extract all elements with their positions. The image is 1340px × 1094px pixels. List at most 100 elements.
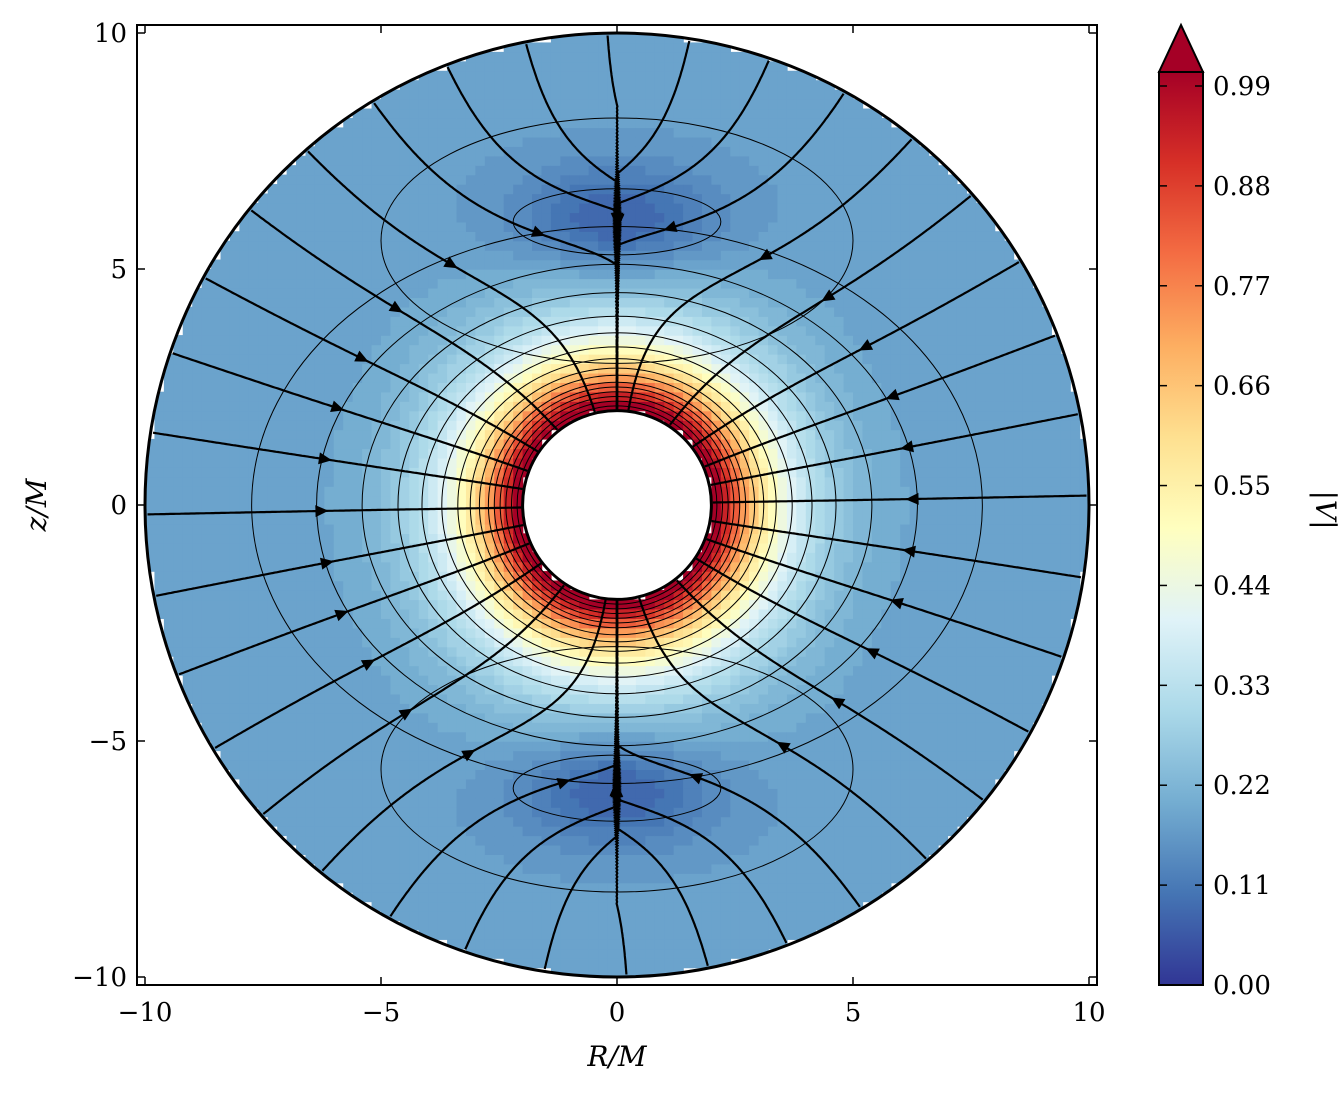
field-cell <box>494 344 505 355</box>
field-cell <box>163 476 175 487</box>
field-cell <box>428 542 439 553</box>
field-cell <box>494 457 505 468</box>
field-cell <box>305 240 316 251</box>
field-cell <box>494 155 505 166</box>
field-cell <box>645 184 656 195</box>
field-cell <box>701 731 713 742</box>
field-cell <box>182 372 193 383</box>
field-cell <box>541 212 552 223</box>
field-cell <box>314 410 326 421</box>
field-cell <box>522 542 533 553</box>
field-cell <box>569 929 580 940</box>
field-cell <box>739 920 750 931</box>
field-cell <box>314 589 326 601</box>
field-cell <box>692 80 703 91</box>
field-cell <box>267 788 278 799</box>
field-cell <box>381 269 392 280</box>
field-cell <box>730 892 741 903</box>
field-cell <box>607 731 618 742</box>
field-cell <box>447 429 458 440</box>
field-cell <box>692 825 703 837</box>
field-cell <box>522 788 533 799</box>
field-cell <box>409 750 420 761</box>
field-cell <box>550 221 562 232</box>
field-cell <box>607 61 618 72</box>
field-cell <box>560 693 571 704</box>
field-cell <box>494 99 505 110</box>
field-cell <box>484 438 495 450</box>
field-cell <box>258 259 269 270</box>
field-cell <box>720 618 731 629</box>
field-cell <box>409 372 420 383</box>
field-cell <box>569 155 580 166</box>
field-cell <box>701 873 713 884</box>
field-cell <box>522 825 533 837</box>
field-cell <box>626 929 637 940</box>
field-cell <box>437 363 448 374</box>
field-cell <box>560 335 571 346</box>
field-cell <box>352 769 363 780</box>
field-cell <box>711 221 722 232</box>
field-cell <box>588 353 599 365</box>
field-cell <box>711 325 722 336</box>
field-cell <box>635 684 647 695</box>
field-cell <box>711 788 722 799</box>
field-cell <box>617 863 628 874</box>
field-cell <box>484 344 495 355</box>
field-cell <box>409 174 420 185</box>
field-cell <box>664 863 675 874</box>
field-cell <box>418 580 429 591</box>
field-cell <box>739 269 750 280</box>
field-cell <box>352 665 363 676</box>
field-cell <box>560 797 571 808</box>
field-cell <box>314 618 326 629</box>
field-cell <box>145 476 156 487</box>
field-cell <box>617 656 628 667</box>
field-cell <box>362 202 373 214</box>
field-cell <box>371 278 382 289</box>
field-cell <box>720 769 731 780</box>
field-cell <box>484 117 495 129</box>
field-cell <box>711 476 722 487</box>
field-cell <box>598 146 609 157</box>
field-cell <box>267 646 278 657</box>
field-cell <box>343 759 354 771</box>
field-cell <box>437 533 448 544</box>
field-cell <box>664 948 675 959</box>
field-cell <box>409 202 420 214</box>
field-cell <box>399 778 411 789</box>
field-cell <box>522 240 533 251</box>
field-cell <box>484 457 495 468</box>
field-cell <box>465 835 477 846</box>
field-cell <box>513 467 524 478</box>
field-cell <box>343 165 354 176</box>
field-cell <box>447 316 458 327</box>
field-cell <box>654 240 665 251</box>
field-cell <box>541 382 552 393</box>
field-cell <box>475 410 486 421</box>
field-cell <box>437 646 448 657</box>
field-cell <box>513 854 524 865</box>
field-cell <box>494 656 505 667</box>
field-cell <box>343 731 354 742</box>
field-cell <box>182 561 193 572</box>
field-cell <box>286 561 297 572</box>
field-cell <box>248 684 259 695</box>
field-cell <box>324 467 335 478</box>
field-cell <box>192 429 203 440</box>
field-cell <box>588 316 599 327</box>
field-cell <box>418 571 429 582</box>
field-cell <box>513 571 524 582</box>
field-cell <box>390 335 401 346</box>
field-cell <box>654 146 665 157</box>
field-cell <box>598 51 609 63</box>
field-cell <box>664 608 675 619</box>
field-cell <box>701 136 713 147</box>
field-cell <box>598 844 609 855</box>
field-cell <box>343 523 354 535</box>
field-cell <box>550 344 562 355</box>
field-cell <box>560 618 571 629</box>
field-cell <box>532 212 543 223</box>
field-cell <box>513 259 524 270</box>
field-cell <box>418 552 429 563</box>
